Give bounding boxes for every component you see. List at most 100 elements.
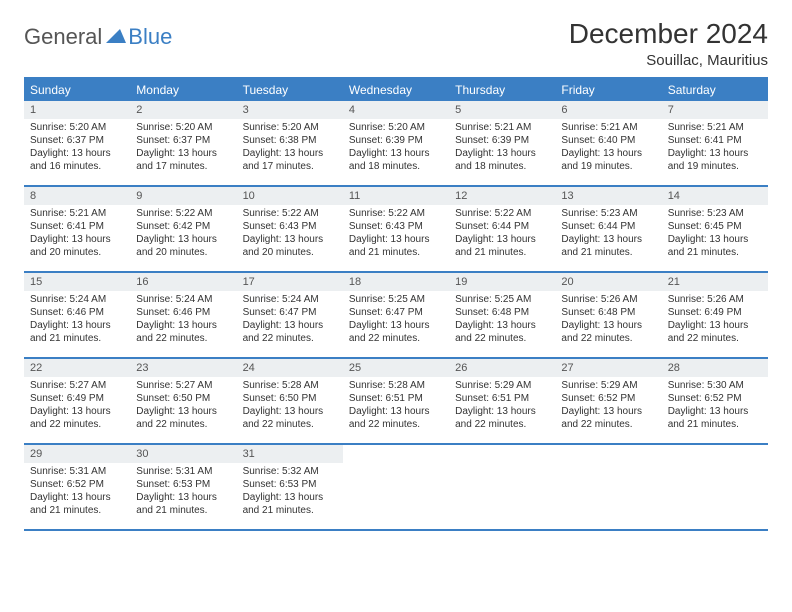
day-cell: 18Sunrise: 5:25 AMSunset: 6:47 PMDayligh… [343,273,449,357]
daylight-line: Daylight: 13 hours and 20 minutes. [136,233,230,259]
sunrise-line: Sunrise: 5:32 AM [243,465,337,478]
day-body: Sunrise: 5:20 AMSunset: 6:37 PMDaylight:… [130,119,236,177]
day-cell: 15Sunrise: 5:24 AMSunset: 6:46 PMDayligh… [24,273,130,357]
day-body: Sunrise: 5:21 AMSunset: 6:41 PMDaylight:… [662,119,768,177]
day-body: Sunrise: 5:29 AMSunset: 6:52 PMDaylight:… [555,377,661,435]
sunset-line: Sunset: 6:46 PM [30,306,124,319]
day-number: 21 [662,273,768,291]
sunset-line: Sunset: 6:42 PM [136,220,230,233]
page-title: December 2024 [569,18,768,50]
sunset-line: Sunset: 6:46 PM [136,306,230,319]
day-cell: 8Sunrise: 5:21 AMSunset: 6:41 PMDaylight… [24,187,130,271]
day-body: Sunrise: 5:21 AMSunset: 6:40 PMDaylight:… [555,119,661,177]
day-number: 31 [237,445,343,463]
sunset-line: Sunset: 6:50 PM [243,392,337,405]
day-cell: 1Sunrise: 5:20 AMSunset: 6:37 PMDaylight… [24,101,130,185]
day-number: 25 [343,359,449,377]
day-cell [555,445,661,529]
daylight-line: Daylight: 13 hours and 17 minutes. [136,147,230,173]
daylight-line: Daylight: 13 hours and 21 minutes. [243,491,337,517]
day-number: 16 [130,273,236,291]
sunrise-line: Sunrise: 5:21 AM [455,121,549,134]
day-body: Sunrise: 5:28 AMSunset: 6:50 PMDaylight:… [237,377,343,435]
sunset-line: Sunset: 6:47 PM [349,306,443,319]
sunrise-line: Sunrise: 5:21 AM [668,121,762,134]
day-number: 3 [237,101,343,119]
sunrise-line: Sunrise: 5:24 AM [136,293,230,306]
day-body: Sunrise: 5:29 AMSunset: 6:51 PMDaylight:… [449,377,555,435]
week-row: 22Sunrise: 5:27 AMSunset: 6:49 PMDayligh… [24,359,768,445]
sunrise-line: Sunrise: 5:27 AM [136,379,230,392]
day-header: Wednesday [343,79,449,101]
day-body: Sunrise: 5:20 AMSunset: 6:38 PMDaylight:… [237,119,343,177]
day-cell [662,445,768,529]
day-body: Sunrise: 5:25 AMSunset: 6:47 PMDaylight:… [343,291,449,349]
sunrise-line: Sunrise: 5:26 AM [561,293,655,306]
sunrise-line: Sunrise: 5:23 AM [668,207,762,220]
sunset-line: Sunset: 6:48 PM [561,306,655,319]
sunrise-line: Sunrise: 5:29 AM [455,379,549,392]
daylight-line: Daylight: 13 hours and 22 minutes. [561,319,655,345]
daylight-line: Daylight: 13 hours and 22 minutes. [455,405,549,431]
day-cell: 27Sunrise: 5:29 AMSunset: 6:52 PMDayligh… [555,359,661,443]
day-number: 2 [130,101,236,119]
day-number: 24 [237,359,343,377]
day-body: Sunrise: 5:22 AMSunset: 6:44 PMDaylight:… [449,205,555,263]
sunset-line: Sunset: 6:47 PM [243,306,337,319]
day-cell: 26Sunrise: 5:29 AMSunset: 6:51 PMDayligh… [449,359,555,443]
sunrise-line: Sunrise: 5:25 AM [349,293,443,306]
day-number: 26 [449,359,555,377]
day-body: Sunrise: 5:27 AMSunset: 6:49 PMDaylight:… [24,377,130,435]
daylight-line: Daylight: 13 hours and 17 minutes. [243,147,337,173]
day-body: Sunrise: 5:23 AMSunset: 6:44 PMDaylight:… [555,205,661,263]
logo-text-blue: Blue [128,24,172,50]
daylight-line: Daylight: 13 hours and 21 minutes. [30,319,124,345]
sunset-line: Sunset: 6:44 PM [455,220,549,233]
title-block: December 2024 Souillac, Mauritius [569,18,768,69]
calendar: SundayMondayTuesdayWednesdayThursdayFrid… [24,77,768,531]
sunset-line: Sunset: 6:51 PM [349,392,443,405]
day-number: 18 [343,273,449,291]
day-number: 30 [130,445,236,463]
sunrise-line: Sunrise: 5:23 AM [561,207,655,220]
day-cell: 7Sunrise: 5:21 AMSunset: 6:41 PMDaylight… [662,101,768,185]
day-number: 19 [449,273,555,291]
logo: General Blue [24,18,172,50]
week-row: 8Sunrise: 5:21 AMSunset: 6:41 PMDaylight… [24,187,768,273]
day-number: 10 [237,187,343,205]
day-number: 4 [343,101,449,119]
sunset-line: Sunset: 6:43 PM [243,220,337,233]
daylight-line: Daylight: 13 hours and 22 minutes. [561,405,655,431]
sunset-line: Sunset: 6:52 PM [561,392,655,405]
day-body: Sunrise: 5:27 AMSunset: 6:50 PMDaylight:… [130,377,236,435]
sunset-line: Sunset: 6:53 PM [136,478,230,491]
day-header: Saturday [662,79,768,101]
day-body: Sunrise: 5:26 AMSunset: 6:48 PMDaylight:… [555,291,661,349]
day-number: 17 [237,273,343,291]
sunrise-line: Sunrise: 5:28 AM [349,379,443,392]
day-number: 5 [449,101,555,119]
sunrise-line: Sunrise: 5:20 AM [136,121,230,134]
day-cell: 10Sunrise: 5:22 AMSunset: 6:43 PMDayligh… [237,187,343,271]
day-cell: 25Sunrise: 5:28 AMSunset: 6:51 PMDayligh… [343,359,449,443]
daylight-line: Daylight: 13 hours and 22 minutes. [243,405,337,431]
day-body: Sunrise: 5:26 AMSunset: 6:49 PMDaylight:… [662,291,768,349]
sunrise-line: Sunrise: 5:22 AM [349,207,443,220]
day-cell: 28Sunrise: 5:30 AMSunset: 6:52 PMDayligh… [662,359,768,443]
sunrise-line: Sunrise: 5:22 AM [455,207,549,220]
day-body: Sunrise: 5:21 AMSunset: 6:41 PMDaylight:… [24,205,130,263]
day-header: Monday [130,79,236,101]
day-body: Sunrise: 5:24 AMSunset: 6:46 PMDaylight:… [130,291,236,349]
day-cell: 22Sunrise: 5:27 AMSunset: 6:49 PMDayligh… [24,359,130,443]
day-cell: 5Sunrise: 5:21 AMSunset: 6:39 PMDaylight… [449,101,555,185]
day-header: Tuesday [237,79,343,101]
day-body: Sunrise: 5:21 AMSunset: 6:39 PMDaylight:… [449,119,555,177]
day-number [449,445,555,463]
day-cell: 9Sunrise: 5:22 AMSunset: 6:42 PMDaylight… [130,187,236,271]
day-cell: 16Sunrise: 5:24 AMSunset: 6:46 PMDayligh… [130,273,236,357]
sunset-line: Sunset: 6:49 PM [30,392,124,405]
daylight-line: Daylight: 13 hours and 21 minutes. [668,233,762,259]
day-number: 27 [555,359,661,377]
sunrise-line: Sunrise: 5:25 AM [455,293,549,306]
day-number [662,445,768,463]
